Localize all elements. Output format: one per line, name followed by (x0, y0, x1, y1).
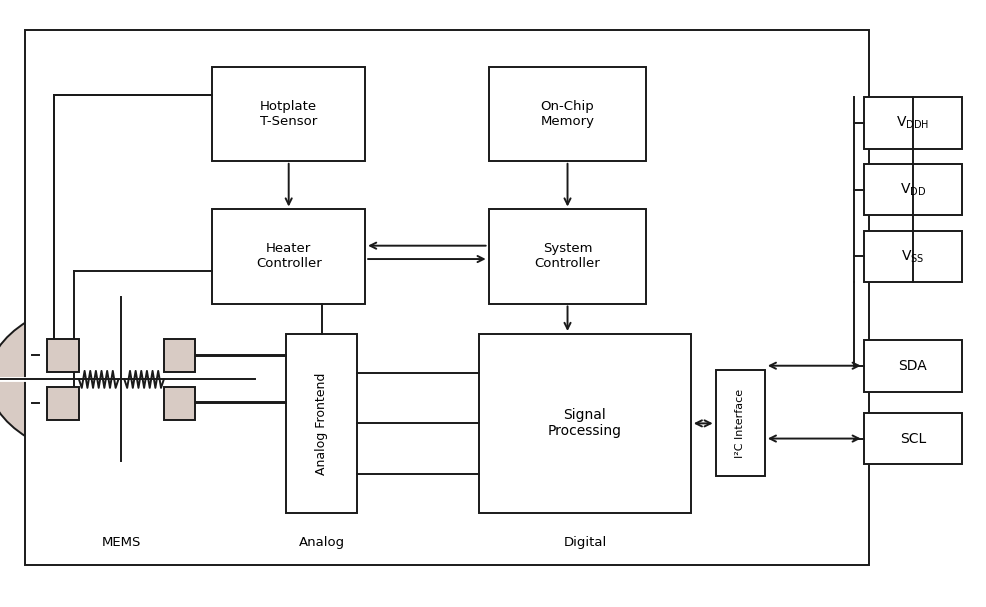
Bar (863, 340, 961, 392)
Bar (286, 334, 357, 513)
Text: V$_{\rm DD}$: V$_{\rm DD}$ (899, 181, 925, 198)
Text: I²C Interface: I²C Interface (735, 389, 744, 458)
Bar (25, 30, 868, 565)
Text: Signal
Processing: Signal Processing (547, 409, 621, 438)
Text: SCL: SCL (899, 432, 925, 446)
Text: Hotplate
T-Sensor: Hotplate T-Sensor (259, 100, 317, 128)
Bar (863, 97, 961, 149)
Text: V$_{\rm DDH}$: V$_{\rm DDH}$ (895, 115, 929, 131)
Bar (47, 387, 79, 420)
Text: Heater
Controller: Heater Controller (255, 242, 321, 271)
Text: Analog Frontend: Analog Frontend (315, 372, 328, 475)
Bar (164, 387, 195, 420)
Text: Analog: Analog (299, 537, 344, 549)
Bar (715, 370, 764, 476)
Bar (863, 164, 961, 215)
Bar (164, 339, 195, 372)
Circle shape (0, 297, 254, 461)
Text: On-Chip
Memory: On-Chip Memory (540, 100, 594, 128)
Bar (212, 67, 365, 161)
Bar (212, 209, 365, 304)
Bar (863, 231, 961, 282)
Text: Digital: Digital (563, 537, 606, 549)
Text: V$_{\rm SS}$: V$_{\rm SS}$ (900, 248, 924, 265)
Bar (478, 334, 690, 513)
Bar (488, 209, 646, 304)
Text: System
Controller: System Controller (534, 242, 599, 271)
Text: SDA: SDA (897, 359, 927, 373)
Bar (488, 67, 646, 161)
Text: MEMS: MEMS (102, 537, 141, 549)
Bar (863, 413, 961, 464)
Bar (47, 339, 79, 372)
